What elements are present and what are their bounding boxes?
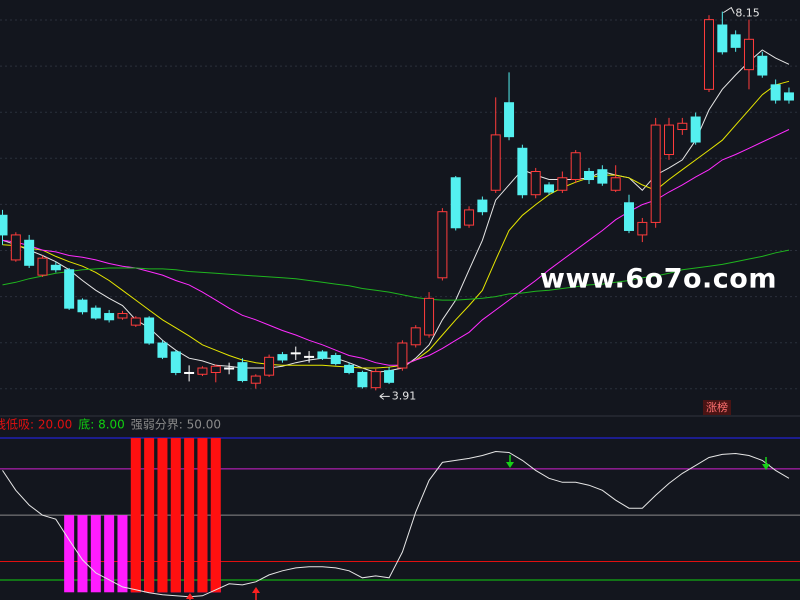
- candle-body: [370, 371, 381, 389]
- candle-body: [250, 375, 261, 384]
- candle-body: [130, 317, 141, 326]
- candle-body: [157, 342, 168, 358]
- high-label: 8.15: [735, 7, 760, 20]
- signal-bar: [64, 515, 75, 593]
- candle-body: [557, 177, 568, 191]
- candle-body: [770, 84, 781, 101]
- candle-body: [703, 19, 714, 90]
- signal-bar: [144, 438, 155, 593]
- high-pointer: [723, 6, 735, 14]
- candle-body: [24, 239, 35, 266]
- buy-signal: [186, 593, 194, 600]
- candle-body: [757, 55, 768, 76]
- candle-body: [317, 351, 328, 359]
- candle-body: [0, 214, 8, 236]
- candle-body: [690, 116, 701, 143]
- candle-body: [504, 102, 515, 138]
- level-label: 强弱分界: 50.00: [131, 418, 221, 432]
- candle-body: [197, 367, 208, 375]
- candle-body: [424, 297, 435, 336]
- low-label: 3.91: [392, 389, 417, 402]
- signal-bar: [170, 438, 181, 593]
- candle-body: [384, 370, 395, 383]
- signal-bar: [90, 515, 101, 593]
- candle-body: [437, 211, 448, 279]
- indicator-line: [2, 450, 790, 598]
- candle-body: [184, 371, 195, 374]
- candle-body: [64, 269, 75, 309]
- candle-body: [530, 171, 541, 196]
- candle-body: [77, 299, 88, 313]
- candle-body: [743, 38, 754, 71]
- candle-body: [210, 365, 221, 373]
- candle-body: [783, 92, 794, 101]
- price-pane: [0, 11, 794, 391]
- candle-body: [610, 177, 621, 191]
- indicator-pane: [0, 437, 800, 598]
- candle-body: [570, 152, 581, 181]
- signal-bar: [197, 438, 208, 593]
- signal-bar: [157, 438, 168, 593]
- candle-body: [397, 342, 408, 369]
- indicator-labels: 线低吸: 20.00 底: 8.00 强弱分界: 50.00: [0, 417, 221, 432]
- candle-body: [410, 327, 421, 346]
- candle-body: [664, 124, 674, 156]
- candle-body: [517, 147, 528, 196]
- candle-body: [464, 209, 475, 226]
- signal-bar: [210, 438, 221, 593]
- candle-body: [144, 317, 155, 344]
- candle-body: [237, 362, 248, 382]
- candle-body: [277, 354, 288, 361]
- candle-body: [304, 355, 315, 358]
- candle-body: [637, 221, 648, 236]
- candle-body: [344, 364, 355, 373]
- candle-body: [717, 24, 728, 53]
- candle-body: [330, 355, 341, 365]
- candle-body: [490, 134, 501, 191]
- signal-bar: [117, 515, 128, 593]
- guide-lines: [0, 19, 800, 390]
- candle-body: [10, 234, 21, 261]
- ma-line: [2, 249, 790, 301]
- watermark: www.6o7o.com: [540, 264, 777, 295]
- low-pointer: [379, 392, 390, 400]
- candle-body: [677, 122, 688, 131]
- candle-body: [224, 367, 235, 370]
- candle-body: [264, 356, 275, 376]
- level-label: 线低吸: 20.00: [0, 418, 72, 432]
- signal-bar: [104, 515, 115, 593]
- level-label: 底: 8.00: [78, 417, 125, 432]
- candle-body: [597, 169, 608, 184]
- buy-signal: [252, 587, 260, 600]
- tag: 涨榜: [706, 400, 728, 414]
- sell-signal: [506, 455, 514, 468]
- candle-body: [584, 171, 595, 181]
- candle-body: [357, 371, 368, 388]
- candle-body: [117, 313, 128, 319]
- candle-body: [730, 34, 741, 48]
- signal-bar: [184, 438, 195, 593]
- candle-body: [104, 313, 115, 321]
- candle-body: [544, 184, 555, 193]
- candle-body: [450, 177, 461, 229]
- candle-body: [90, 307, 101, 319]
- sell-signal: [762, 457, 770, 470]
- tag-background: [703, 400, 731, 415]
- candle-body: [624, 202, 635, 231]
- candle-body: [650, 124, 661, 223]
- candle-body: [477, 199, 488, 213]
- candle-body: [50, 264, 61, 271]
- signal-bar: [130, 438, 141, 593]
- signal-bar: [77, 515, 88, 593]
- candle-body: [290, 352, 301, 355]
- candle-body: [170, 351, 181, 373]
- candle-body: [37, 257, 48, 276]
